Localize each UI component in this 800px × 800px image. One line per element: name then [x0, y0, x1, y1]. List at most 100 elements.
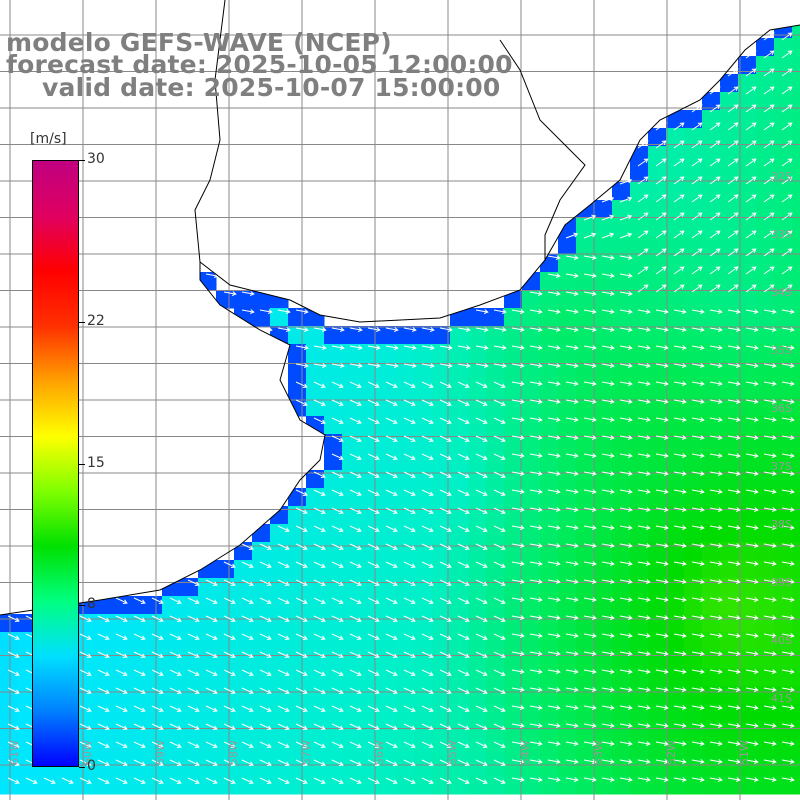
wind-cell: [684, 722, 703, 741]
wind-arrow: [97, 633, 110, 640]
wind-arrow: [709, 777, 723, 782]
wind-arrow: [691, 633, 705, 638]
wind-arrow: [673, 212, 685, 221]
wind-arrow: [493, 705, 506, 712]
wind-arrow: [457, 669, 470, 676]
wind-arrow: [331, 687, 344, 694]
wind-arrow: [493, 525, 506, 532]
wind-arrow: [673, 489, 687, 494]
wind-arrow: [655, 309, 669, 314]
wind-arrow: [691, 777, 705, 782]
wind-arrow: [637, 453, 651, 458]
wind-arrow: [781, 615, 795, 620]
wind-arrow: [763, 669, 777, 674]
wind-arrow: [781, 705, 795, 710]
wind-arrow: [529, 363, 543, 368]
wind-arrow: [727, 543, 741, 548]
wind-cell: [774, 524, 793, 543]
wind-arrow: [547, 417, 561, 422]
wind-arrow: [637, 176, 649, 185]
wind-arrow: [565, 759, 579, 764]
wind-cell: [648, 740, 667, 759]
wind-arrow: [475, 597, 488, 604]
wind-arrow: [493, 615, 506, 622]
wind-arrow: [655, 363, 669, 368]
colorbar-tick-label: 0: [87, 758, 96, 774]
wind-arrow: [529, 345, 543, 350]
wind-cell: [504, 560, 523, 579]
wind-arrow: [763, 597, 777, 602]
wind-arrow: [601, 273, 615, 278]
wind-arrow: [439, 507, 452, 514]
wind-arrow: [709, 705, 723, 710]
wind-arrow: [601, 232, 615, 239]
wind-arrow: [673, 417, 687, 422]
wind-cell: [792, 362, 800, 381]
wind-cell: [504, 308, 523, 327]
wind-arrow: [421, 705, 434, 712]
wind-arrow: [565, 327, 579, 332]
wind-arrow: [313, 417, 326, 424]
wind-cell: [702, 272, 721, 291]
wind-arrow: [349, 615, 362, 622]
wind-cell: [558, 776, 577, 795]
wind-cell: [666, 434, 685, 453]
wind-arrow: [619, 741, 633, 746]
wind-cell: [612, 686, 631, 705]
wind-cell: [558, 704, 577, 723]
wind-arrow: [403, 381, 416, 388]
wind-arrow: [745, 579, 759, 584]
wind-arrow: [565, 651, 579, 656]
wind-cell: [558, 596, 577, 615]
wind-cell: [522, 308, 541, 327]
wind-cell: [666, 182, 685, 201]
wind-arrow: [709, 561, 723, 566]
wind-arrow: [655, 140, 667, 149]
wind-cell: [756, 182, 775, 201]
wind-arrow: [763, 104, 775, 113]
wind-cell: [666, 758, 685, 777]
wind-cell: [792, 254, 800, 273]
wind-arrow: [565, 723, 579, 728]
wind-arrow: [367, 687, 380, 694]
wind-arrow: [349, 507, 362, 514]
wind-arrow: [655, 453, 669, 458]
wind-arrow: [637, 633, 651, 638]
wind-arrow: [313, 399, 326, 406]
wind-arrow: [709, 176, 721, 185]
wind-cell: [666, 470, 685, 489]
wind-cell: [504, 632, 523, 651]
wind-arrow: [439, 327, 453, 332]
wind-cell: [702, 218, 721, 237]
wind-arrow: [403, 327, 417, 332]
wind-cell: [540, 452, 559, 471]
wind-cell: [774, 434, 793, 453]
wind-cell: [774, 362, 793, 381]
wind-arrow: [619, 417, 633, 422]
wind-arrow: [709, 309, 723, 314]
wind-arrow: [331, 651, 344, 658]
wind-arrow: [637, 489, 651, 494]
wind-arrow: [619, 327, 633, 332]
wind-arrow: [619, 687, 633, 692]
wind-cell: [774, 488, 793, 507]
wind-arrow: [385, 723, 398, 730]
wind-arrow: [367, 327, 381, 332]
wind-cell: [522, 650, 541, 669]
wind-arrow: [151, 777, 164, 784]
coastline-path: [0, 24, 800, 616]
wind-arrow: [709, 417, 723, 422]
wind-cell: [774, 200, 793, 219]
wind-arrow: [781, 777, 795, 782]
wind-arrow: [475, 741, 488, 748]
wind-arrow: [385, 651, 398, 658]
wind-arrow: [439, 615, 452, 622]
wind-cell: [540, 632, 559, 651]
wind-cell: [540, 272, 559, 291]
wind-cell: [576, 272, 595, 291]
wind-arrow: [745, 230, 757, 239]
wind-arrow: [601, 255, 615, 260]
wind-arrow: [709, 435, 723, 440]
wind-arrow: [133, 687, 146, 694]
